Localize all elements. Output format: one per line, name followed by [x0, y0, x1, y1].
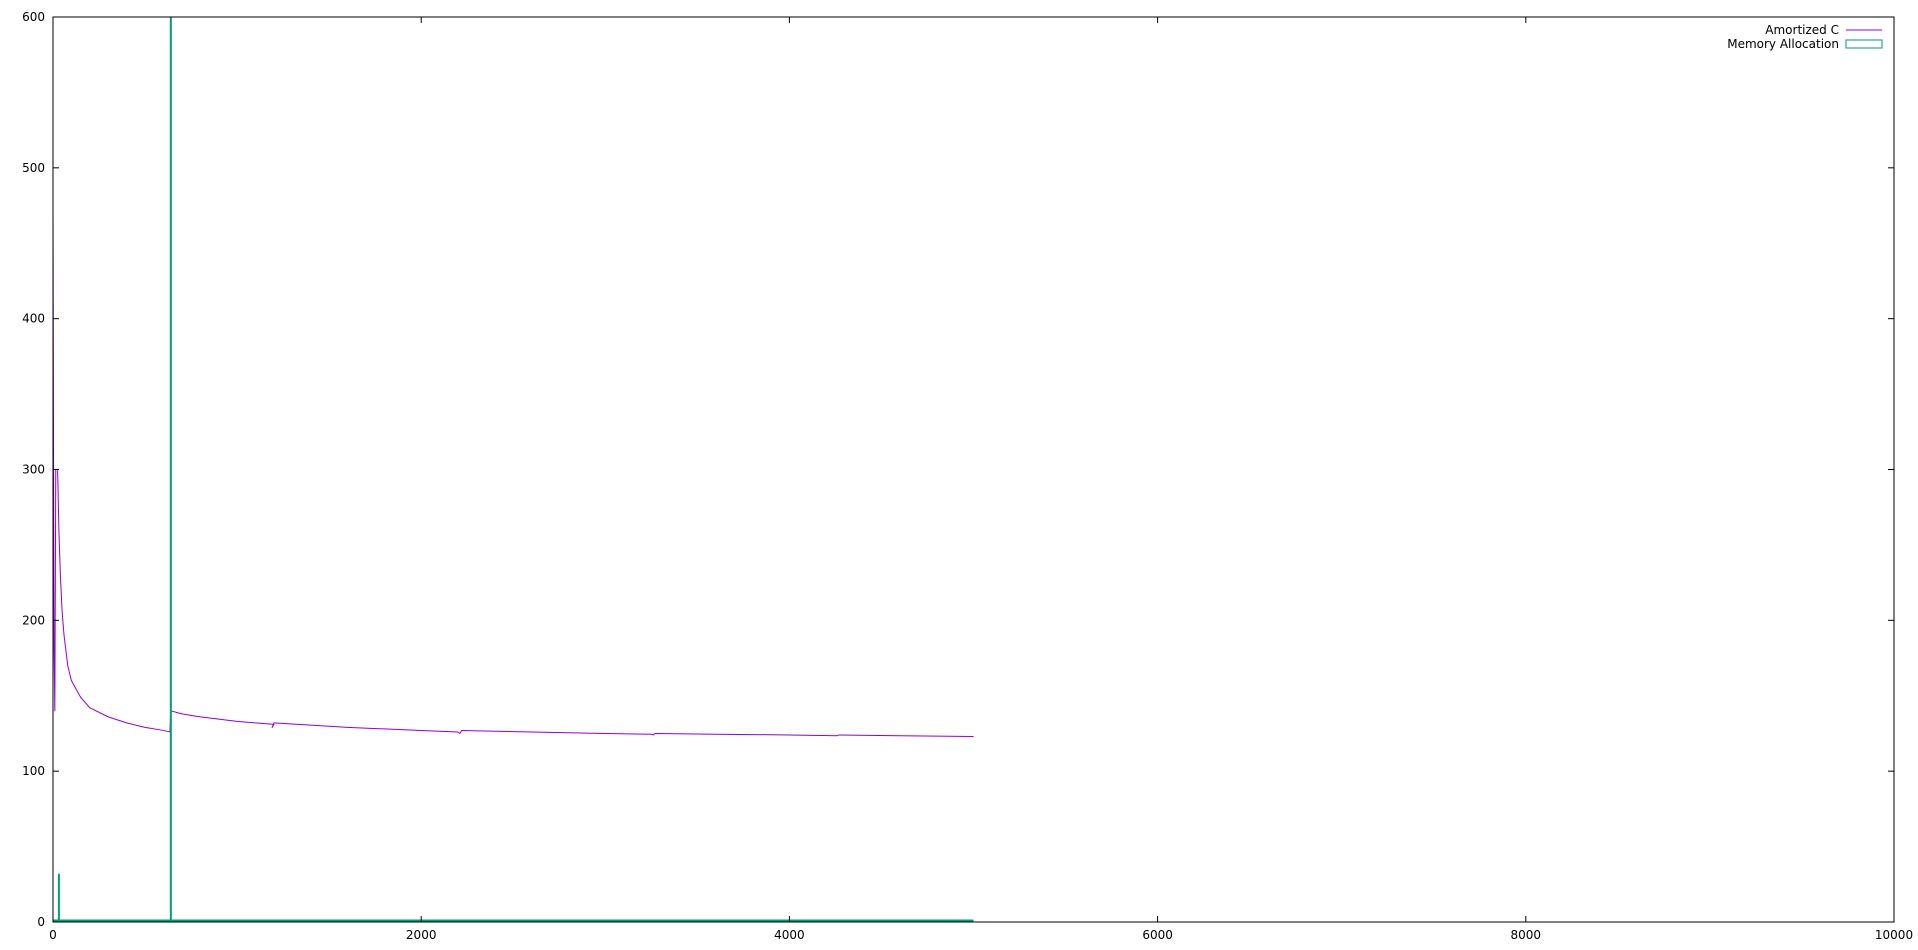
legend-label: Amortized C: [1765, 23, 1839, 37]
y-tick-label: 100: [22, 764, 45, 778]
plot-border: [52, 16, 1895, 923]
y-tick-label: 600: [22, 10, 45, 24]
axes: 0 2000 4000 6000 8000 10000 0 100 200 300 400 500 60…: [22, 10, 1913, 942]
x-tick-label: 2000: [406, 928, 437, 942]
x-tick-label: 4000: [774, 928, 805, 942]
legend-swatch-box: [1845, 39, 1883, 49]
y-tick-label: 200: [22, 613, 45, 627]
y-tick-label: 500: [22, 161, 45, 175]
y-tick-label: 400: [22, 312, 45, 326]
plot-area: [52, 17, 974, 922]
x-tick-label: 0: [49, 928, 57, 942]
y-tick-label: 300: [22, 463, 45, 477]
y-tick-label: 0: [37, 915, 45, 929]
x-tick-label: 6000: [1142, 928, 1173, 942]
x-tick-label: 10000: [1875, 928, 1913, 942]
x-tick-label: 8000: [1511, 928, 1542, 942]
series-line-amortized-c: [52, 213, 974, 737]
legend-label: Memory Allocation: [1727, 37, 1839, 51]
